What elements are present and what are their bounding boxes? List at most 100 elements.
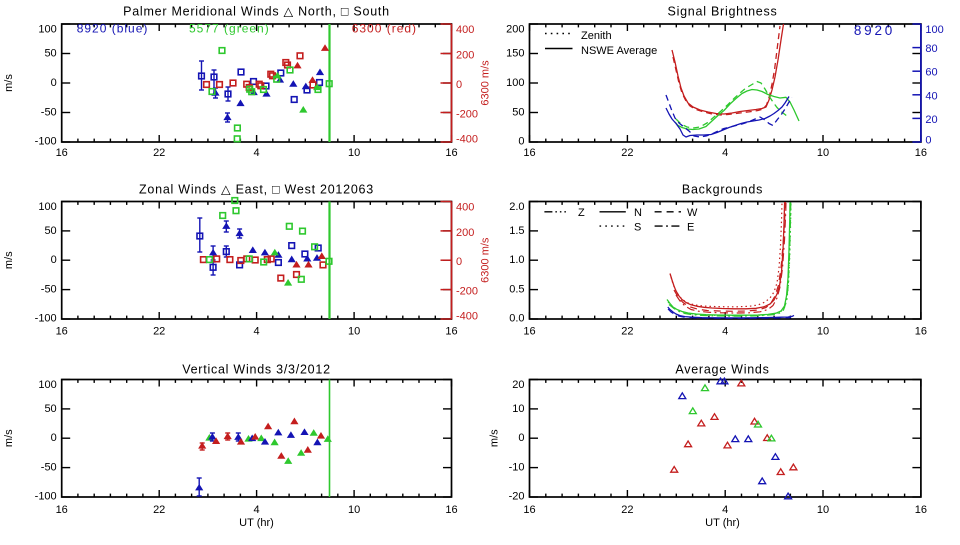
svg-text:Vertical Winds 3/3/2012: Vertical Winds 3/3/2012 <box>182 363 331 377</box>
svg-text:100: 100 <box>38 379 56 391</box>
svg-text:S: S <box>634 222 641 234</box>
svg-text:0.5: 0.5 <box>509 284 524 296</box>
svg-text:16: 16 <box>915 504 927 516</box>
svg-text:Palmer Meridional Winds △ Nort: Palmer Meridional Winds △ North, □ South <box>123 5 390 19</box>
svg-text:60: 60 <box>925 67 937 79</box>
svg-text:22: 22 <box>621 504 633 516</box>
svg-text:4: 4 <box>722 504 728 516</box>
svg-text:UT (hr): UT (hr) <box>239 517 274 529</box>
svg-text:4: 4 <box>722 326 728 338</box>
svg-text:NSWE Average: NSWE Average <box>581 45 657 57</box>
svg-text:-100: -100 <box>35 490 57 502</box>
svg-text:0: 0 <box>518 135 524 147</box>
svg-text:4: 4 <box>722 147 728 159</box>
svg-text:8920 (blue): 8920 (blue) <box>77 22 149 36</box>
svg-text:m/s: m/s <box>3 251 15 269</box>
svg-text:0.0: 0.0 <box>509 312 524 324</box>
svg-text:5577 (green): 5577 (green) <box>189 22 270 36</box>
svg-text:10: 10 <box>348 147 360 159</box>
svg-text:400: 400 <box>456 24 474 36</box>
svg-text:-100: -100 <box>35 312 57 324</box>
svg-text:UT (hr): UT (hr) <box>705 517 740 529</box>
svg-text:-50: -50 <box>41 284 57 296</box>
svg-text:10: 10 <box>348 326 360 338</box>
svg-text:0: 0 <box>51 432 57 444</box>
svg-text:16: 16 <box>915 147 927 159</box>
svg-text:22: 22 <box>153 504 165 516</box>
svg-text:22: 22 <box>153 147 165 159</box>
svg-text:16: 16 <box>445 326 457 338</box>
svg-text:22: 22 <box>621 326 633 338</box>
svg-text:1.5: 1.5 <box>509 225 524 237</box>
svg-text:50: 50 <box>44 225 56 237</box>
svg-text:Z: Z <box>578 207 585 219</box>
svg-text:100: 100 <box>506 77 524 89</box>
svg-text:10: 10 <box>512 403 524 415</box>
svg-text:16: 16 <box>523 504 535 516</box>
svg-text:-20: -20 <box>509 490 525 502</box>
svg-text:16: 16 <box>523 147 535 159</box>
svg-text:16: 16 <box>56 504 68 516</box>
svg-text:100: 100 <box>925 24 943 36</box>
svg-text:0: 0 <box>51 254 57 266</box>
svg-text:6300 m/s: 6300 m/s <box>480 60 492 106</box>
svg-text:40: 40 <box>925 90 937 102</box>
svg-text:0: 0 <box>925 135 931 147</box>
svg-text:-400: -400 <box>456 311 478 323</box>
svg-text:-400: -400 <box>456 134 478 146</box>
svg-text:2.0: 2.0 <box>509 201 524 213</box>
svg-text:50: 50 <box>44 48 56 60</box>
svg-text:16: 16 <box>56 326 68 338</box>
svg-text:Zonal Winds △ East, □ West 201: Zonal Winds △ East, □ West 2012063 <box>139 183 374 197</box>
svg-text:80: 80 <box>925 43 937 55</box>
svg-text:100: 100 <box>38 24 56 36</box>
svg-text:4: 4 <box>254 326 260 338</box>
svg-text:Average Winds: Average Winds <box>675 363 769 377</box>
svg-text:E: E <box>687 222 694 234</box>
svg-text:400: 400 <box>456 202 474 214</box>
svg-text:Zenith: Zenith <box>581 30 612 42</box>
svg-text:-10: -10 <box>509 462 525 474</box>
svg-text:0: 0 <box>518 432 524 444</box>
svg-text:4: 4 <box>254 504 260 516</box>
svg-text:10: 10 <box>817 147 829 159</box>
svg-text:20: 20 <box>512 379 524 391</box>
svg-text:6300 (red): 6300 (red) <box>352 22 417 36</box>
svg-text:W: W <box>687 207 698 219</box>
svg-text:200: 200 <box>456 227 474 239</box>
svg-text:m/s: m/s <box>3 74 15 92</box>
svg-text:16: 16 <box>56 147 68 159</box>
svg-text:1.0: 1.0 <box>509 254 524 266</box>
svg-text:50: 50 <box>512 107 524 119</box>
svg-text:16: 16 <box>915 326 927 338</box>
svg-text:6300 m/s: 6300 m/s <box>480 237 492 283</box>
svg-text:m/s: m/s <box>3 429 15 447</box>
svg-text:10: 10 <box>817 326 829 338</box>
svg-text:200: 200 <box>506 24 524 36</box>
svg-text:-200: -200 <box>456 286 478 298</box>
svg-text:22: 22 <box>153 326 165 338</box>
svg-text:16: 16 <box>523 326 535 338</box>
svg-text:22: 22 <box>621 147 633 159</box>
svg-text:Backgrounds: Backgrounds <box>682 183 763 197</box>
svg-text:m/s: m/s <box>489 429 501 447</box>
svg-text:10: 10 <box>348 504 360 516</box>
svg-text:200: 200 <box>456 50 474 62</box>
svg-text:20: 20 <box>925 114 937 126</box>
svg-text:-100: -100 <box>35 135 57 147</box>
svg-text:0: 0 <box>456 79 462 91</box>
svg-text:10: 10 <box>817 504 829 516</box>
svg-text:16: 16 <box>445 147 457 159</box>
svg-text:50: 50 <box>44 403 56 415</box>
svg-text:Signal Brightness: Signal Brightness <box>667 5 777 19</box>
svg-text:100: 100 <box>38 201 56 213</box>
svg-text:16: 16 <box>445 504 457 516</box>
svg-text:4: 4 <box>254 147 260 159</box>
svg-text:8920: 8920 <box>854 23 895 38</box>
svg-text:-200: -200 <box>456 109 478 121</box>
svg-text:-50: -50 <box>41 107 57 119</box>
svg-text:-50: -50 <box>41 462 57 474</box>
svg-text:150: 150 <box>506 48 524 60</box>
svg-text:N: N <box>634 207 642 219</box>
svg-text:0: 0 <box>51 77 57 89</box>
